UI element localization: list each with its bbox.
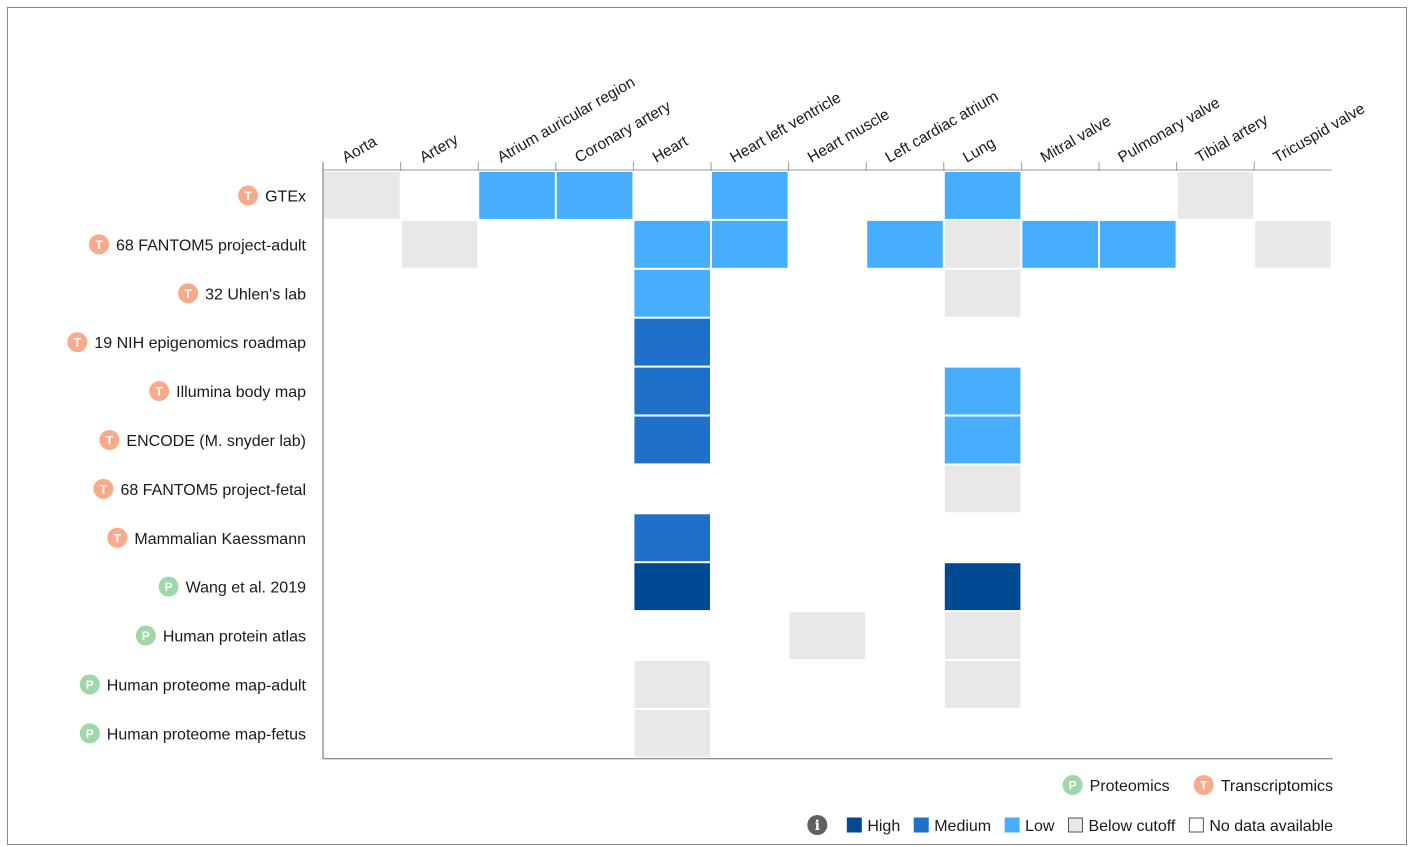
heatmap-cell xyxy=(324,172,400,219)
row-label: Human protein atlas xyxy=(163,629,306,646)
row-label: 68 FANTOM5 project-adult xyxy=(116,237,307,254)
badge-letter: T xyxy=(95,238,103,252)
legend-level-label: Medium xyxy=(934,818,991,835)
heatmap-cell xyxy=(1177,172,1254,219)
heatmap-cell xyxy=(1022,220,1098,268)
heatmap-cell xyxy=(634,220,710,268)
column-label: Lung xyxy=(960,134,998,166)
row-label: ENCODE (M. snyder lab) xyxy=(126,433,306,450)
proteomics-badge-icon xyxy=(135,625,156,646)
heatmap-cell xyxy=(634,269,710,317)
transcriptomics-badge-icon xyxy=(99,429,120,450)
transcriptomics-badge-icon xyxy=(107,527,128,548)
chart-frame xyxy=(7,7,1407,845)
heatmap-cell xyxy=(634,709,710,757)
legend-swatch-low xyxy=(1004,817,1020,833)
proteomics-badge-icon xyxy=(1062,775,1083,795)
badge-letter: P xyxy=(165,580,173,594)
legend-swatch-medium xyxy=(913,817,929,833)
heatmap-cell xyxy=(1255,220,1331,268)
row-label: 68 FANTOM5 project-fetal xyxy=(120,482,306,499)
heatmap-cell xyxy=(1100,220,1176,268)
transcriptomics-badge-icon xyxy=(67,332,88,353)
row-label: Human proteome map-adult xyxy=(107,677,307,694)
column-label: Aorta xyxy=(339,133,380,166)
row-label: GTEx xyxy=(265,188,306,205)
heatmap-cell xyxy=(401,220,478,268)
heatmap-cell xyxy=(944,465,1021,513)
heatmap-cell xyxy=(944,563,1021,611)
heatmap-cell xyxy=(634,514,710,562)
heatmap-cell xyxy=(944,220,1021,268)
badge-letter: T xyxy=(74,336,82,350)
heatmap-cell xyxy=(712,172,788,219)
heatmap-cell xyxy=(944,612,1021,659)
row-label: 19 NIH epigenomics roadmap xyxy=(94,335,306,352)
badge-letter: P xyxy=(86,727,94,741)
badge-letter: T xyxy=(155,385,163,399)
row-label: 32 Uhlen's lab xyxy=(205,286,306,303)
transcriptomics-badge-icon xyxy=(238,185,259,206)
info-icon xyxy=(807,815,828,835)
column-label: Tricuspid valve xyxy=(1271,100,1369,166)
transcriptomics-badge-icon xyxy=(88,234,109,255)
badge-letter: P xyxy=(1069,779,1077,793)
heatmap-cell xyxy=(944,367,1021,415)
heatmap-cell xyxy=(944,661,1021,708)
heatmap-cell xyxy=(634,318,710,366)
heatmap-cell xyxy=(556,172,633,219)
info-icon-glyph: i xyxy=(815,818,820,834)
transcriptomics-badge-icon xyxy=(149,381,170,402)
heatmap-cell xyxy=(944,269,1021,317)
legend-swatch-none xyxy=(1188,817,1204,833)
heatmap-cell xyxy=(944,416,1021,464)
row-label: Mammalian Kaessmann xyxy=(134,531,306,548)
legend-level-label: High xyxy=(867,818,900,835)
proteomics-badge-icon xyxy=(79,723,100,744)
legend-type-label: Transcriptomics xyxy=(1221,778,1333,795)
badge-letter: T xyxy=(244,189,252,203)
badge-letter: P xyxy=(142,629,150,643)
heatmap-cell xyxy=(712,220,788,268)
legend-level-label: Low xyxy=(1025,818,1055,835)
heatmap-cell xyxy=(479,172,555,219)
row-label: Human proteome map-fetus xyxy=(107,726,306,743)
proteomics-badge-icon xyxy=(158,576,179,597)
badge-letter: T xyxy=(106,433,114,447)
transcriptomics-badge-icon xyxy=(93,478,114,499)
badge-letter: T xyxy=(184,287,192,301)
badge-letter: T xyxy=(100,482,108,496)
heatmap-cell xyxy=(944,172,1021,219)
transcriptomics-badge-icon xyxy=(1193,775,1214,795)
column-label: Heart xyxy=(650,132,692,166)
transcriptomics-badge-icon xyxy=(178,283,199,304)
proteomics-badge-icon xyxy=(79,674,100,695)
badge-letter: P xyxy=(86,678,94,692)
column-label: Mitral valve xyxy=(1038,113,1114,167)
badge-letter: T xyxy=(1200,779,1208,793)
row-label: Wang et al. 2019 xyxy=(186,580,306,597)
column-label: Artery xyxy=(417,131,462,167)
legend-level-label: No data available xyxy=(1209,818,1333,835)
badge-letter: T xyxy=(114,531,122,545)
row-label: Illumina body map xyxy=(176,384,306,401)
legend-swatch-below xyxy=(1067,817,1083,833)
heatmap-cell xyxy=(867,220,943,268)
legend-type-label: Proteomics xyxy=(1090,778,1170,795)
legend-swatch-high xyxy=(846,817,862,833)
heatmap-cell xyxy=(634,661,710,708)
legend-level-label: Below cutoff xyxy=(1088,818,1175,835)
heatmap-cell xyxy=(634,367,710,415)
heatmap-cell xyxy=(634,416,710,464)
heatmap-cell xyxy=(789,612,866,659)
column-label: Atrium auricular region xyxy=(495,74,639,167)
heatmap-cell xyxy=(634,563,710,611)
